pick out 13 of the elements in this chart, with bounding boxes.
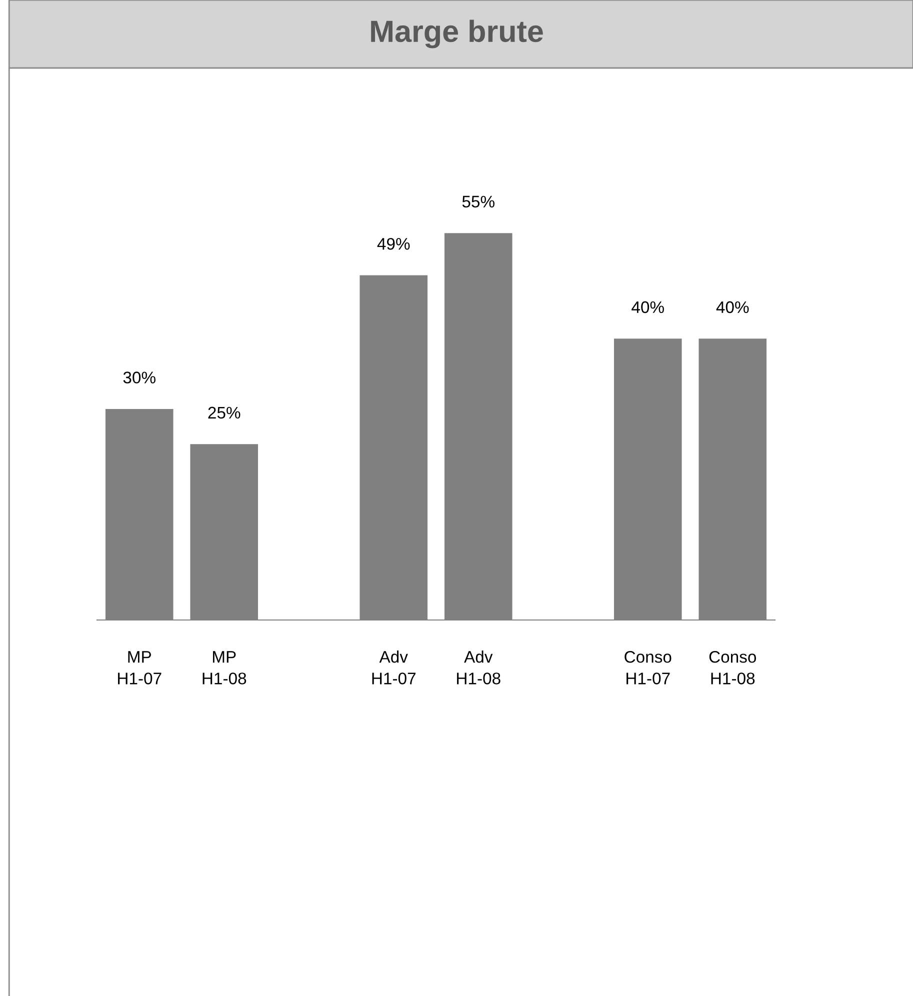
x-tick-label: Adv H1-07 <box>372 650 416 684</box>
x-tick-label: Conso H1-07 <box>624 650 672 684</box>
x-tick-label: MP H1-07 <box>118 651 162 684</box>
data-label: 40% <box>632 301 664 314</box>
x-tick-label: Adv H1-08 <box>457 650 500 684</box>
data-label: 49% <box>377 238 410 250</box>
chart-title: Marge brute <box>371 20 543 48</box>
data-label: 40% <box>716 301 749 314</box>
data-label: 55% <box>462 196 494 208</box>
x-tick-label: Conso H1-08 <box>709 650 756 684</box>
data-label: 30% <box>123 372 156 384</box>
x-tick-label: MP H1-08 <box>202 651 246 684</box>
data-label: 25% <box>208 406 240 419</box>
